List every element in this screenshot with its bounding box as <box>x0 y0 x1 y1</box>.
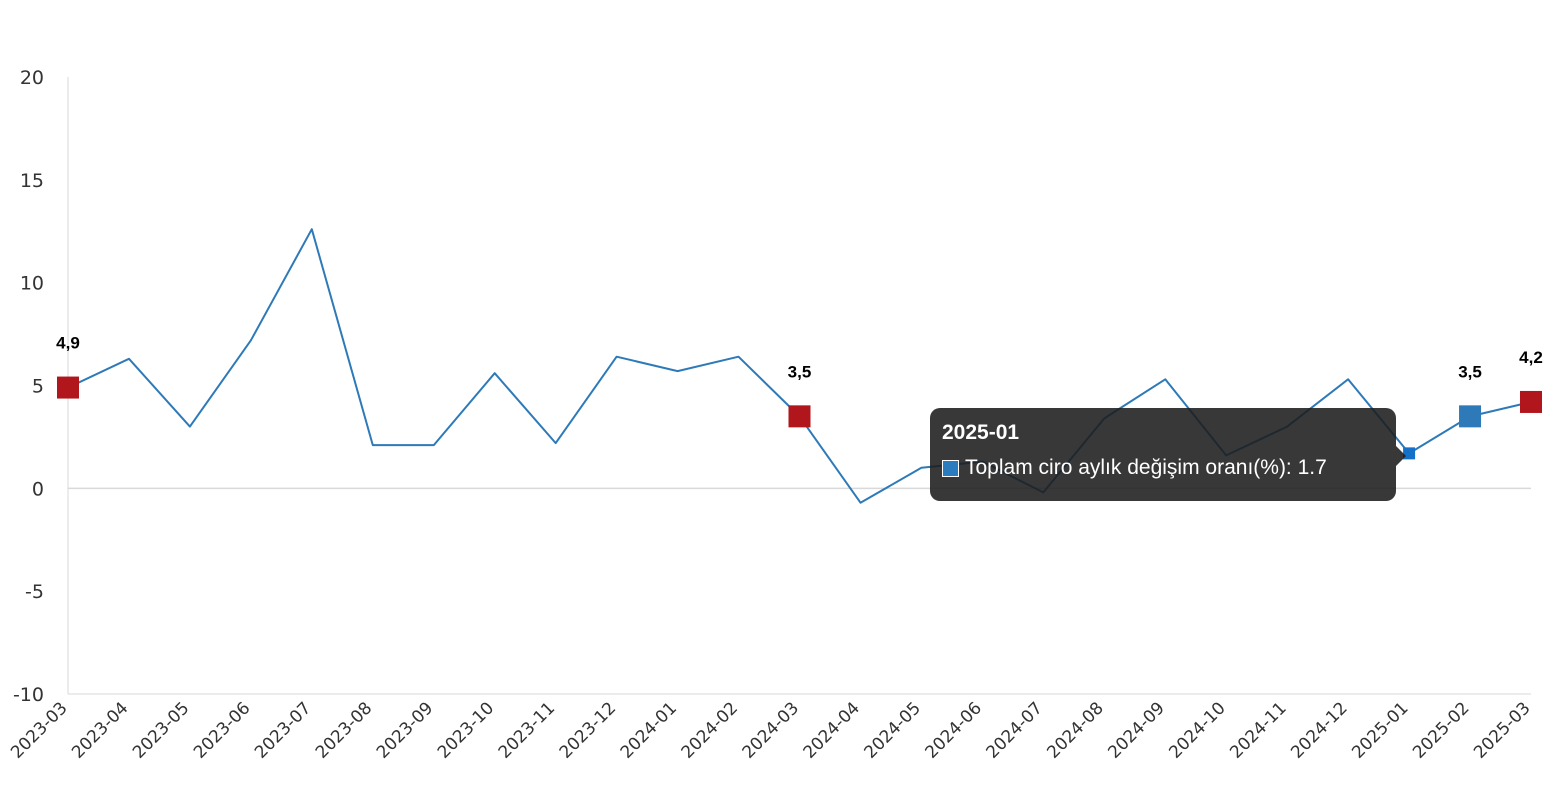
y-tick-label: -10 <box>13 684 44 706</box>
y-tick-label: 10 <box>20 273 44 295</box>
x-tick-label: 2025-03 <box>1470 698 1534 762</box>
y-tick-label: 20 <box>20 67 44 89</box>
tooltip-value-text: Toplam ciro aylık değişim oranı(%): 1.7 <box>965 456 1327 479</box>
x-tick-label: 2025-01 <box>1348 698 1412 762</box>
x-tick-label: 2023-07 <box>251 698 315 762</box>
x-tick-label: 2024-05 <box>861 698 925 762</box>
x-tick-label: 2024-08 <box>1043 698 1107 762</box>
x-tick-label: 2023-04 <box>68 698 132 762</box>
tooltip-title: 2025-01 <box>942 421 1020 444</box>
y-tick-label: 5 <box>32 376 44 398</box>
x-tick-label: 2025-02 <box>1409 698 1473 762</box>
y-tick-label: 0 <box>32 478 44 500</box>
highlight-marker <box>788 405 811 428</box>
hover-tooltip: 2025-01 Toplam ciro aylık değişim oranı(… <box>930 408 1406 501</box>
hover-marker <box>1403 447 1416 460</box>
y-axis-ticks: 20 15 10 5 0 -5 -10 <box>13 67 44 706</box>
chart-axes <box>67 77 1531 695</box>
x-tick-label: 2024-11 <box>1226 698 1290 762</box>
x-tick-label: 2023-05 <box>129 698 193 762</box>
x-tick-label: 2023-12 <box>556 698 620 762</box>
x-tick-label: 2023-09 <box>373 698 437 762</box>
x-tick-label: 2024-04 <box>800 698 864 762</box>
highlight-marker <box>57 376 79 399</box>
data-labels: 4,9 3,5 3,5 4,2 <box>56 334 1543 382</box>
x-tick-label: 2023-08 <box>312 698 376 762</box>
tooltip-row: Toplam ciro aylık değişim oranı(%): 1.7 <box>942 455 1384 481</box>
data-label: 4,2 <box>1519 348 1543 367</box>
x-tick-label: 2024-06 <box>922 698 986 762</box>
x-tick-label: 2024-02 <box>678 698 742 762</box>
x-tick-label: 2023-03 <box>7 698 71 762</box>
x-tick-label: 2023-06 <box>190 698 254 762</box>
y-tick-label: 15 <box>20 170 44 192</box>
data-label: 4,9 <box>56 334 80 353</box>
x-tick-label: 2024-10 <box>1165 698 1229 762</box>
data-label: 3,5 <box>788 362 812 381</box>
x-tick-label: 2024-03 <box>739 698 803 762</box>
data-label: 3,5 <box>1458 362 1482 381</box>
highlight-marker <box>1520 390 1542 413</box>
tooltip-series-swatch <box>942 459 959 477</box>
highlight-marker <box>1459 405 1482 428</box>
x-tick-label: 2023-11 <box>495 698 559 762</box>
x-tick-label: 2024-12 <box>1287 698 1351 762</box>
x-tick-label: 2024-09 <box>1104 698 1168 762</box>
x-tick-label: 2023-10 <box>434 698 498 762</box>
x-tick-label: 2024-01 <box>617 698 681 762</box>
y-tick-label: -5 <box>25 581 44 603</box>
x-tick-label: 2024-07 <box>983 698 1047 762</box>
x-axis-ticks: 2023-032023-042023-052023-062023-072023-… <box>7 698 1534 762</box>
highlight-markers <box>57 376 1542 460</box>
